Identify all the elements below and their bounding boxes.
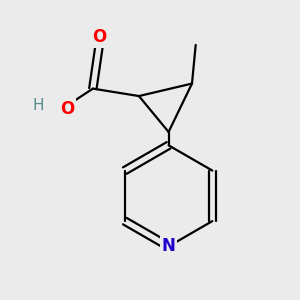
Text: N: N (162, 237, 176, 255)
Text: H: H (33, 98, 44, 113)
Text: O: O (92, 28, 106, 46)
Text: O: O (60, 100, 74, 118)
